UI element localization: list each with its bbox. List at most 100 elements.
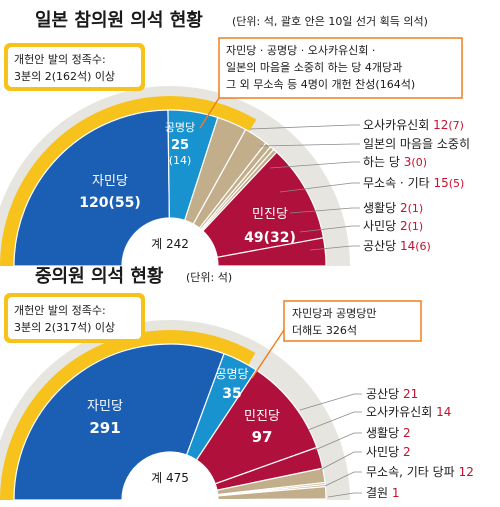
upper-komeito-won: (14)	[169, 154, 192, 167]
svg-text:오사카유신회 14: 오사카유신회 14	[366, 405, 451, 419]
lower-slice-8	[217, 498, 327, 501]
upper-slice-8	[216, 237, 327, 267]
upper-leader-4	[289, 207, 360, 214]
upper-threshold-callout: 개헌안 발의 정족수: 3분의 2(162석) 이상	[4, 43, 145, 91]
lower-leader-1	[307, 411, 362, 431]
lower-total: 계 475	[151, 471, 189, 485]
upper-ldp-name: 자민당	[92, 174, 128, 189]
lower-side-legend: 공산당 21 오사카유신회 14 생활당 2 사민당 2 무소속, 기타 당파 …	[366, 387, 474, 500]
lower-ldp-value: 291	[89, 419, 120, 437]
lower-note-pointer	[251, 329, 285, 379]
upper-threshold-line2: 3분의 2(162석) 이상	[14, 70, 115, 83]
lower-side-value-1: 14	[436, 405, 451, 419]
upper-komeito-value: 25	[171, 138, 189, 153]
lower-subtitle: (단위: 석)	[186, 271, 232, 284]
svg-text:공산당 14(6): 공산당 14(6)	[363, 239, 431, 253]
upper-leader-2	[269, 161, 360, 169]
upper-threshold-arc	[0, 96, 257, 266]
upper-leader-1	[259, 143, 360, 147]
lower-side-value-3: 2	[403, 445, 411, 459]
upper-note-line1: 자민당 · 공명당 · 오사카유신회 ·	[226, 44, 375, 57]
lower-leader-4	[324, 471, 362, 487]
upper-leader-5	[299, 225, 360, 233]
upper-side-value-4: 2	[400, 201, 408, 215]
lower-leader-0	[299, 393, 362, 411]
lower-threshold-arc	[0, 330, 256, 500]
upper-title: 일본 참의원 의석 현황	[35, 10, 203, 31]
svg-text:무소속 · 기타 15(5): 무소속 · 기타 15(5)	[363, 176, 464, 190]
upper-side-won-5: (1)	[408, 220, 424, 233]
upper-side-won-6: (6)	[415, 240, 431, 253]
upper-side-name-4: 생활당	[363, 201, 396, 215]
upper-side-name-6: 공산당	[363, 239, 396, 253]
upper-slice-0	[13, 109, 170, 267]
lower-side-value-4: 12	[459, 465, 474, 479]
svg-text:무소속, 기타 당파 12: 무소속, 기타 당파 12	[366, 465, 474, 479]
lower-leader-5	[327, 492, 362, 498]
upper-side-value-5: 2	[400, 219, 408, 233]
upper-komeito-name: 공명당	[165, 121, 195, 134]
upper-side-won-4: (1)	[408, 202, 424, 215]
upper-side-value-6: 14	[400, 239, 415, 253]
lower-side-name-4: 무소속, 기타 당파	[366, 465, 455, 479]
upper-side-name-3: 무소속 · 기타	[363, 176, 430, 190]
lower-ldp-name: 자민당	[87, 399, 123, 414]
lower-title: 중의원 의석 현황	[35, 266, 164, 287]
upper-side-value-3: 15	[433, 176, 448, 190]
lower-dpj-value: 97	[252, 428, 273, 446]
upper-side-name-2: 하는 당	[363, 155, 400, 169]
upper-side-won-2: (0)	[411, 156, 427, 169]
upper-leader-6	[309, 245, 360, 251]
lower-side-name-3: 사민당	[366, 445, 399, 459]
lower-side-value-2: 2	[403, 426, 411, 440]
upper-side-name-5: 사민당	[363, 219, 396, 233]
lower-side-name-0: 공산당	[366, 387, 399, 401]
upper-threshold-line1: 개헌안 발의 정족수:	[14, 53, 106, 66]
upper-dpj-name: 민진당	[252, 207, 288, 222]
lower-side-name-2: 생활당	[366, 426, 399, 440]
svg-text:사민당 2(1): 사민당 2(1)	[363, 219, 423, 233]
lower-leader-3	[319, 451, 362, 471]
svg-text:오사카유신회 12(7): 오사카유신회 12(7)	[363, 118, 464, 132]
upper-note-line3: 그 외 무소속 등 4명이 개헌 찬성(164석)	[226, 77, 415, 91]
svg-text:하는 당 3(0): 하는 당 3(0)	[363, 155, 427, 169]
lower-note-line1: 자민당과 공명당만	[292, 307, 376, 320]
lower-threshold-line1: 개헌안 발의 정족수:	[14, 304, 106, 317]
upper-note-line2: 일본의 마음을 소중히 하는 당 4개당과	[226, 60, 402, 74]
upper-note-callout: 자민당 · 공명당 · 오사카유신회 · 일본의 마음을 소중히 하는 당 4개…	[218, 37, 463, 99]
upper-house-chart: 자민당 120(55) 공명당 25(14) 민진당 49(32) 계 242	[0, 86, 360, 267]
lower-komeito-name: 공명당	[215, 367, 248, 381]
upper-side-won-3: (5)	[449, 177, 465, 190]
upper-side-name-1: 일본의 마음을 소중히	[363, 137, 470, 151]
lower-threshold-line2: 3분의 2(317석) 이상	[14, 321, 115, 334]
lower-slice-0	[13, 343, 225, 501]
lower-leader-2	[314, 432, 362, 451]
upper-side-name-0: 오사카유신회	[363, 118, 429, 132]
svg-text:공산당 21: 공산당 21	[366, 387, 418, 401]
upper-side-value-0: 12	[433, 118, 448, 132]
svg-text:생활당 2: 생활당 2	[366, 426, 411, 440]
upper-side-value-2: 3	[404, 155, 412, 169]
upper-ldp-value: 120(55)	[79, 195, 141, 211]
upper-leader-3	[279, 182, 360, 193]
lower-threshold-callout: 개헌안 발의 정족수: 3분의 2(317석) 이상	[4, 293, 145, 343]
lower-side-value-5: 1	[392, 486, 400, 500]
lower-side-name-5: 결원	[366, 486, 388, 500]
upper-total: 계 242	[151, 237, 189, 251]
upper-side-legend: 오사카유신회 12(7) 일본의 마음을 소중히 하는 당 3(0) 무소속 ·…	[363, 118, 470, 253]
lower-note-line2: 더해도 326석	[292, 323, 357, 337]
lower-note-callout: 자민당과 공명당만 더해도 326석	[283, 300, 422, 342]
lower-komeito-value: 35	[222, 386, 241, 402]
upper-side-won-0: (7)	[448, 119, 464, 132]
svg-text:사민당 2: 사민당 2	[366, 445, 411, 459]
svg-text:결원 1: 결원 1	[366, 486, 400, 500]
lower-dpj-name: 민진당	[244, 409, 280, 424]
lower-side-name-1: 오사카유신회	[366, 405, 432, 419]
upper-note-pointer	[199, 97, 220, 129]
upper-subtitle: (단위: 석, 괄호 안은 10일 선거 획득 의석)	[232, 14, 428, 28]
upper-dpj-value: 49(32)	[244, 230, 296, 246]
lower-side-value-0: 21	[403, 387, 418, 401]
upper-leader-0	[249, 124, 360, 130]
